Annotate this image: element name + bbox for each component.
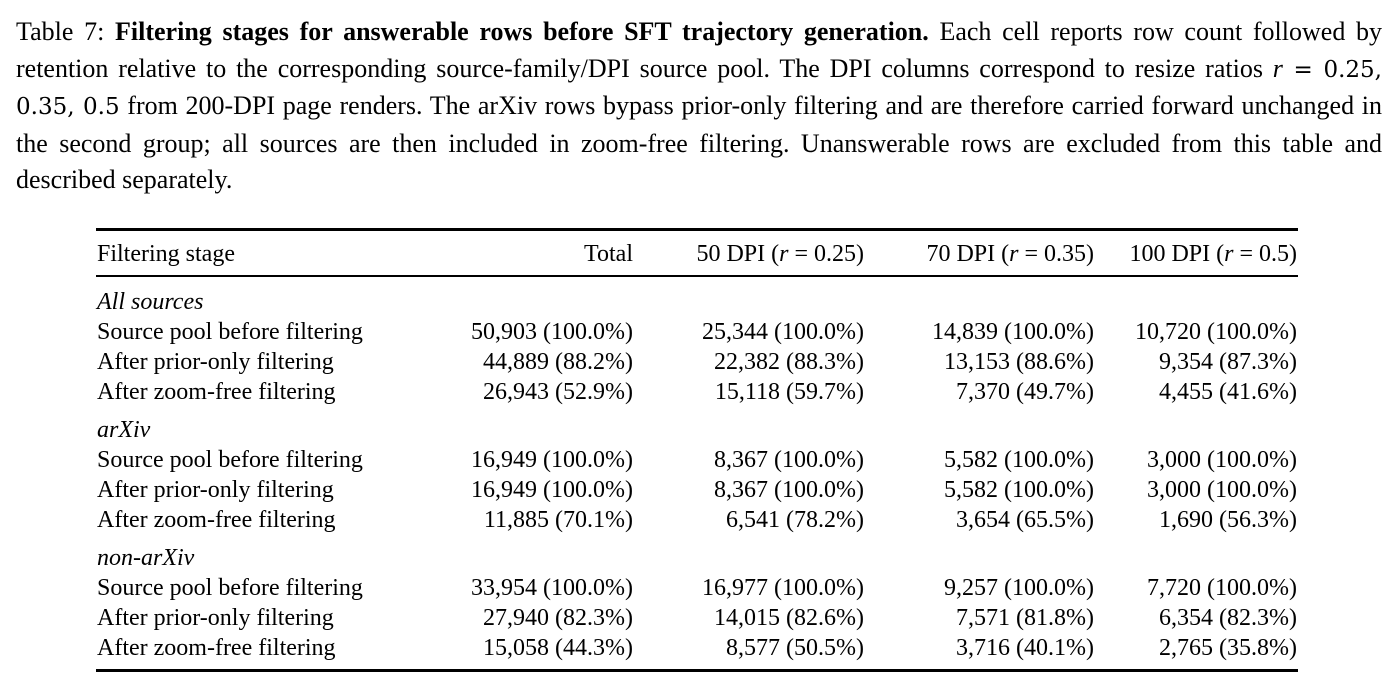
caption-math-var: r [1272, 53, 1283, 83]
cell-total: 50,903 (100.0%) [471, 319, 633, 345]
filtering-stages-table: Filtering stage Total 50 DPI (r = 0.25) … [96, 228, 1298, 672]
cell-total: 11,885 (70.1%) [483, 507, 633, 533]
caption-text-1: Each cell reports row count followed by … [16, 17, 1383, 83]
header-50-dpi-var: r [779, 241, 789, 267]
group-row-non-arxiv: non-arXiv [96, 535, 1298, 573]
caption-math-eq: = 0.25, 0.35, 0.5 [16, 56, 1382, 121]
table-row: After prior-only filtering 16,949 (100.0… [96, 475, 1298, 505]
cell-total: 16,949 (100.0%) [471, 447, 633, 473]
cell-dpi100: 4,455 (41.6%) [1159, 379, 1297, 405]
header-70-dpi: 70 DPI (r = 0.35) [865, 230, 1095, 277]
cell-dpi50: 15,118 (59.7%) [714, 379, 864, 405]
cell-total: 16,949 (100.0%) [471, 477, 633, 503]
table-caption: Table 7: Filtering stages for answerable… [16, 14, 1382, 199]
cell-dpi50: 22,382 (88.3%) [714, 349, 864, 375]
header-total: Total [584, 241, 633, 267]
table-row: Source pool before filtering 50,903 (100… [96, 317, 1298, 347]
cell-stage: After zoom-free filtering [97, 379, 336, 405]
cell-dpi100: 3,000 (100.0%) [1147, 447, 1297, 473]
header-50-dpi-suffix: = 0.25) [788, 241, 864, 267]
table-row: After prior-only filtering 27,940 (82.3%… [96, 603, 1298, 633]
header-filtering-stage: Filtering stage [97, 241, 235, 267]
cell-stage: Source pool before filtering [97, 447, 363, 473]
cell-total: 27,940 (82.3%) [483, 605, 633, 631]
header-100-dpi-var: r [1224, 241, 1234, 267]
cell-dpi100: 10,720 (100.0%) [1135, 319, 1297, 345]
table-row: After zoom-free filtering 15,058 (44.3%)… [96, 633, 1298, 671]
filtering-table-container: Filtering stage Total 50 DPI (r = 0.25) … [96, 228, 1298, 672]
cell-dpi70: 5,582 (100.0%) [944, 477, 1094, 503]
header-50-dpi-prefix: 50 DPI ( [696, 241, 780, 267]
table-body: All sources Source pool before filtering… [96, 276, 1298, 671]
table-row: After zoom-free filtering 26,943 (52.9%)… [96, 377, 1298, 407]
cell-stage: After zoom-free filtering [97, 635, 336, 661]
cell-stage: After zoom-free filtering [97, 507, 336, 533]
table-header: Filtering stage Total 50 DPI (r = 0.25) … [96, 229, 1298, 277]
cell-dpi100: 9,354 (87.3%) [1159, 349, 1297, 375]
cell-dpi50: 16,977 (100.0%) [702, 575, 864, 601]
header-100-dpi: 100 DPI (r = 0.5) [1095, 230, 1298, 277]
header-100-dpi-prefix: 100 DPI ( [1129, 241, 1225, 267]
cell-dpi70: 7,370 (49.7%) [956, 379, 1094, 405]
cell-dpi100: 1,690 (56.3%) [1159, 507, 1297, 533]
cell-dpi50: 14,015 (82.6%) [714, 605, 864, 631]
header-100-dpi-suffix: = 0.5) [1233, 241, 1297, 267]
header-70-dpi-prefix: 70 DPI ( [926, 241, 1010, 267]
caption-title: Filtering stages for answerable rows bef… [115, 17, 929, 46]
cell-total: 33,954 (100.0%) [471, 575, 633, 601]
table-row: Source pool before filtering 16,949 (100… [96, 445, 1298, 475]
group-label: arXiv [97, 417, 151, 443]
caption-label: Table 7: [16, 17, 105, 46]
cell-dpi70: 9,257 (100.0%) [944, 575, 1094, 601]
cell-stage: Source pool before filtering [97, 319, 363, 345]
cell-total: 26,943 (52.9%) [483, 379, 633, 405]
cell-dpi100: 6,354 (82.3%) [1159, 605, 1297, 631]
cell-total: 15,058 (44.3%) [483, 635, 633, 661]
caption-text-2: from 200-DPI page renders. The arXiv row… [16, 91, 1382, 194]
cell-dpi50: 6,541 (78.2%) [726, 507, 864, 533]
cell-total: 44,889 (88.2%) [483, 349, 633, 375]
cell-dpi100: 3,000 (100.0%) [1147, 477, 1297, 503]
cell-dpi50: 8,367 (100.0%) [714, 447, 864, 473]
cell-dpi70: 13,153 (88.6%) [944, 349, 1094, 375]
cell-dpi70: 3,716 (40.1%) [956, 635, 1094, 661]
cell-stage: After prior-only filtering [97, 605, 334, 631]
cell-stage: Source pool before filtering [97, 575, 363, 601]
group-label: All sources [97, 289, 204, 315]
header-50-dpi: 50 DPI (r = 0.25) [634, 230, 865, 277]
group-row-arxiv: arXiv [96, 407, 1298, 445]
group-row-all-sources: All sources [96, 276, 1298, 317]
cell-dpi50: 8,577 (50.5%) [726, 635, 864, 661]
cell-dpi50: 8,367 (100.0%) [714, 477, 864, 503]
table-row: After zoom-free filtering 11,885 (70.1%)… [96, 505, 1298, 535]
cell-dpi70: 7,571 (81.8%) [956, 605, 1094, 631]
header-row: Filtering stage Total 50 DPI (r = 0.25) … [96, 229, 1298, 277]
cell-dpi70: 3,654 (65.5%) [956, 507, 1094, 533]
table-row: Source pool before filtering 33,954 (100… [96, 573, 1298, 603]
cell-stage: After prior-only filtering [97, 477, 334, 503]
cell-dpi70: 5,582 (100.0%) [944, 447, 1094, 473]
header-70-dpi-var: r [1009, 241, 1019, 267]
cell-dpi100: 7,720 (100.0%) [1147, 575, 1297, 601]
cell-dpi70: 14,839 (100.0%) [932, 319, 1094, 345]
cell-dpi100: 2,765 (35.8%) [1159, 635, 1297, 661]
header-70-dpi-suffix: = 0.35) [1018, 241, 1094, 267]
cell-stage: After prior-only filtering [97, 349, 334, 375]
group-label: non-arXiv [97, 545, 195, 571]
table-row: After prior-only filtering 44,889 (88.2%… [96, 347, 1298, 377]
cell-dpi50: 25,344 (100.0%) [702, 319, 864, 345]
